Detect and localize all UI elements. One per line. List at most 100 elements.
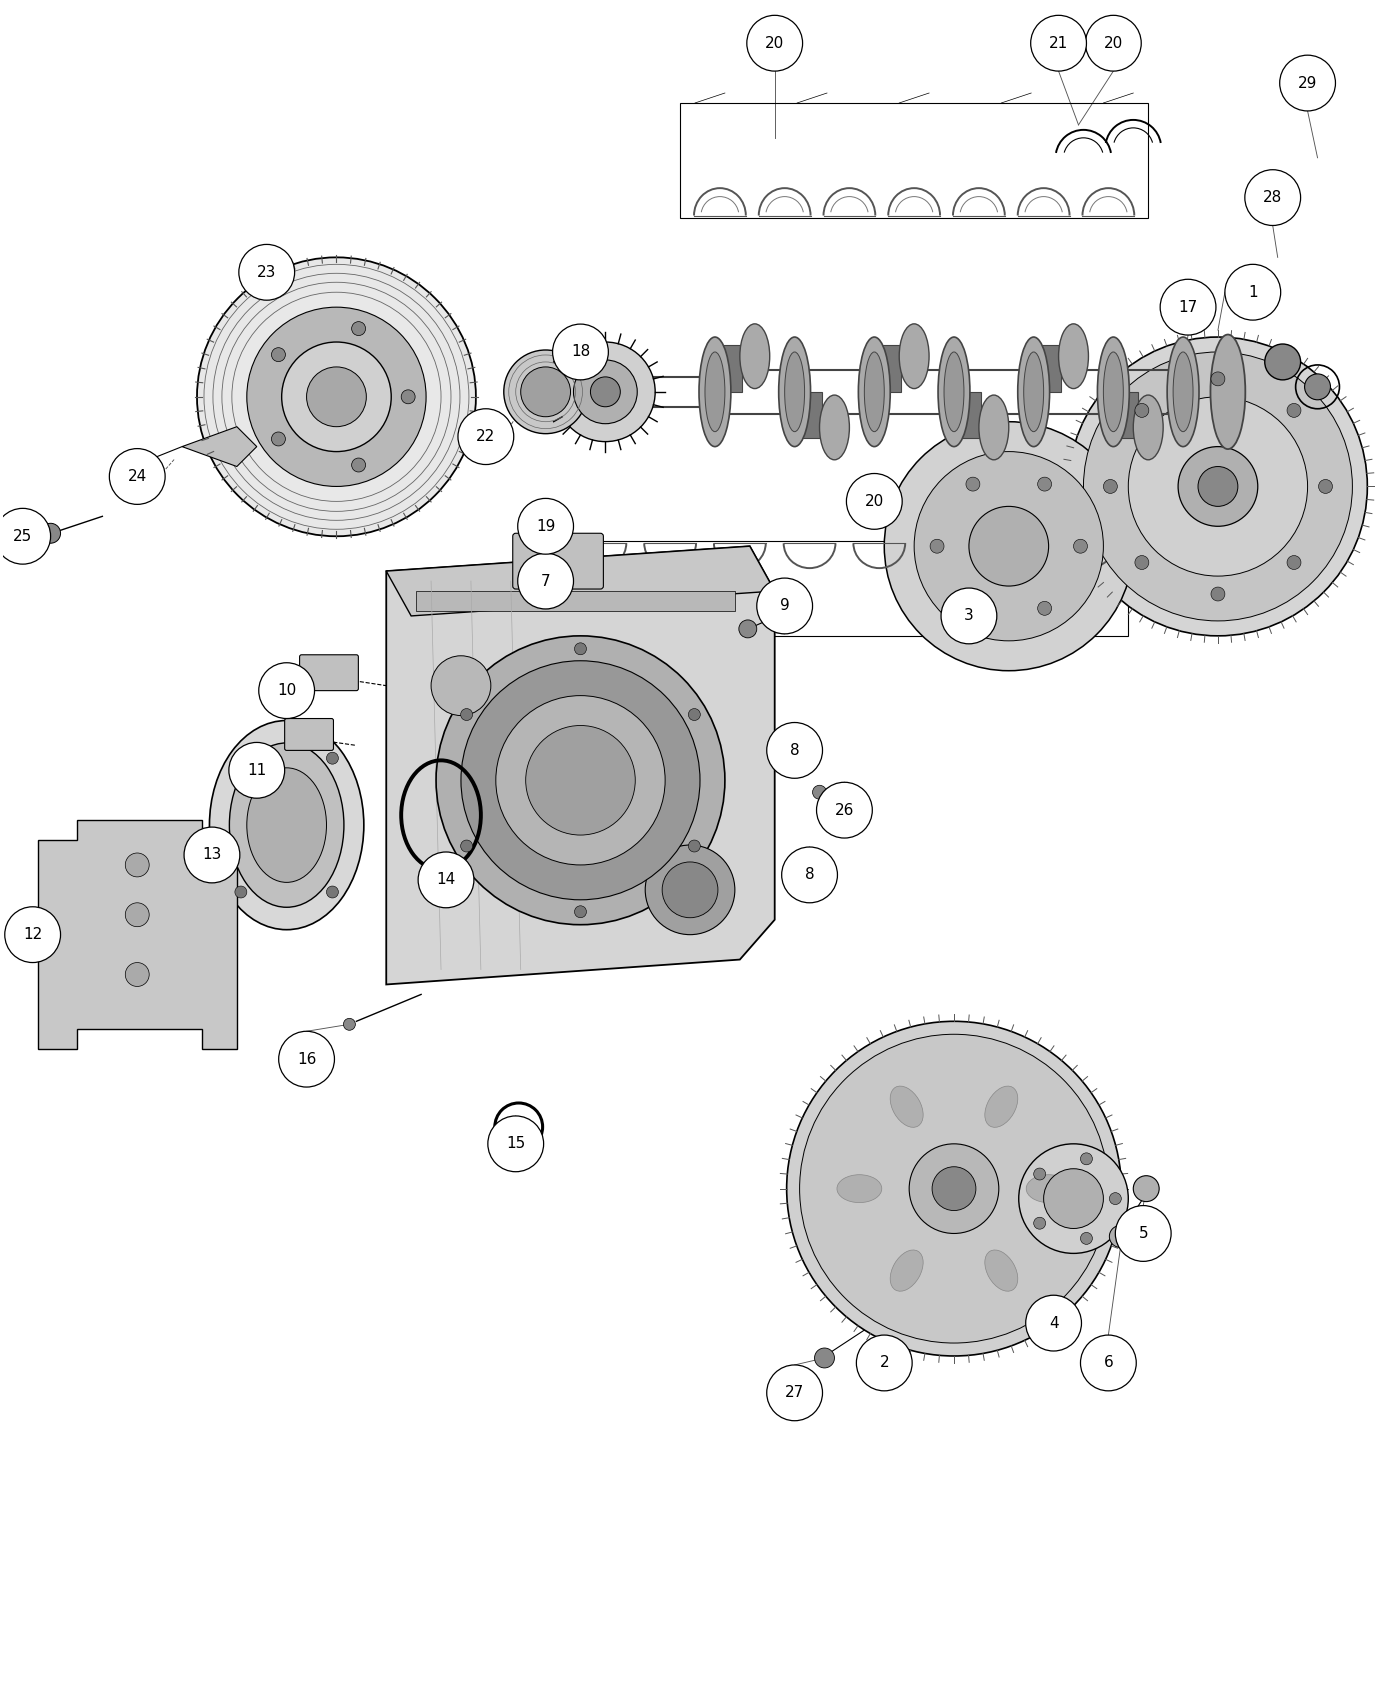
Ellipse shape — [984, 1250, 1018, 1292]
Ellipse shape — [246, 768, 326, 882]
Circle shape — [1264, 343, 1301, 379]
Circle shape — [930, 539, 944, 552]
Circle shape — [1161, 279, 1217, 335]
Text: 3: 3 — [965, 609, 974, 624]
Circle shape — [246, 308, 426, 486]
Polygon shape — [386, 546, 774, 615]
Ellipse shape — [899, 323, 930, 389]
Circle shape — [757, 578, 812, 634]
Circle shape — [281, 342, 391, 452]
Circle shape — [504, 350, 588, 434]
Circle shape — [402, 389, 416, 405]
FancyBboxPatch shape — [1039, 345, 1061, 391]
Circle shape — [109, 449, 165, 505]
Ellipse shape — [1098, 337, 1130, 447]
Circle shape — [125, 962, 150, 986]
FancyBboxPatch shape — [959, 391, 981, 439]
Circle shape — [574, 360, 637, 423]
Ellipse shape — [837, 1175, 882, 1202]
Ellipse shape — [944, 352, 965, 432]
FancyBboxPatch shape — [1119, 391, 1138, 439]
Ellipse shape — [1133, 394, 1163, 459]
Circle shape — [1245, 170, 1301, 226]
FancyBboxPatch shape — [512, 534, 603, 588]
Ellipse shape — [1168, 337, 1198, 447]
Ellipse shape — [1026, 1175, 1071, 1202]
Circle shape — [1084, 352, 1352, 620]
Ellipse shape — [778, 337, 811, 447]
Ellipse shape — [784, 352, 805, 432]
Circle shape — [553, 325, 609, 379]
Text: 26: 26 — [834, 802, 854, 818]
Circle shape — [932, 1166, 976, 1210]
Circle shape — [235, 751, 246, 765]
Circle shape — [966, 478, 980, 491]
Circle shape — [574, 643, 587, 654]
Circle shape — [1305, 374, 1330, 400]
Circle shape — [857, 1334, 913, 1391]
Circle shape — [461, 840, 473, 852]
Text: 1: 1 — [1247, 284, 1257, 299]
Circle shape — [279, 1032, 335, 1086]
Circle shape — [1287, 556, 1301, 570]
Circle shape — [799, 1034, 1109, 1343]
Polygon shape — [182, 427, 256, 466]
Ellipse shape — [979, 394, 1009, 459]
Circle shape — [914, 452, 1103, 641]
Circle shape — [662, 862, 718, 918]
Text: 22: 22 — [476, 428, 496, 444]
Text: 14: 14 — [437, 872, 455, 887]
Ellipse shape — [890, 1086, 923, 1127]
Circle shape — [808, 858, 826, 877]
Ellipse shape — [739, 323, 770, 389]
Ellipse shape — [1058, 323, 1088, 389]
Circle shape — [767, 1365, 823, 1421]
Circle shape — [458, 408, 514, 464]
Circle shape — [1081, 1153, 1092, 1165]
Text: 20: 20 — [1103, 36, 1123, 51]
Circle shape — [787, 1022, 1121, 1357]
FancyBboxPatch shape — [720, 345, 742, 391]
Circle shape — [792, 740, 811, 758]
Circle shape — [941, 588, 997, 644]
Circle shape — [0, 508, 50, 564]
Circle shape — [1133, 1176, 1159, 1202]
Text: 7: 7 — [540, 573, 550, 588]
Text: 24: 24 — [127, 469, 147, 484]
Circle shape — [1033, 1168, 1046, 1180]
Circle shape — [1287, 403, 1301, 418]
Circle shape — [1103, 479, 1117, 493]
Circle shape — [1225, 264, 1281, 320]
Text: 9: 9 — [780, 598, 790, 614]
Circle shape — [1135, 556, 1149, 570]
Circle shape — [885, 422, 1133, 672]
Circle shape — [125, 903, 150, 927]
Circle shape — [351, 321, 365, 335]
Circle shape — [815, 1348, 834, 1369]
Text: 20: 20 — [764, 36, 784, 51]
FancyBboxPatch shape — [284, 719, 333, 750]
Circle shape — [146, 456, 158, 468]
Circle shape — [816, 782, 872, 838]
Circle shape — [326, 751, 339, 765]
Polygon shape — [386, 546, 774, 984]
Circle shape — [1030, 15, 1086, 71]
Circle shape — [1280, 54, 1336, 110]
Text: 5: 5 — [1138, 1226, 1148, 1241]
Circle shape — [645, 845, 735, 935]
FancyBboxPatch shape — [879, 345, 902, 391]
Circle shape — [525, 726, 636, 835]
Circle shape — [556, 342, 655, 442]
Circle shape — [272, 348, 286, 362]
Ellipse shape — [1103, 352, 1123, 432]
Circle shape — [307, 367, 367, 427]
Text: 29: 29 — [1298, 75, 1317, 90]
Circle shape — [41, 524, 60, 544]
Ellipse shape — [1018, 337, 1050, 447]
Ellipse shape — [890, 1250, 923, 1292]
Circle shape — [518, 552, 574, 609]
Circle shape — [419, 852, 475, 908]
Circle shape — [1037, 602, 1051, 615]
Circle shape — [1019, 1144, 1128, 1253]
Ellipse shape — [1211, 335, 1246, 449]
